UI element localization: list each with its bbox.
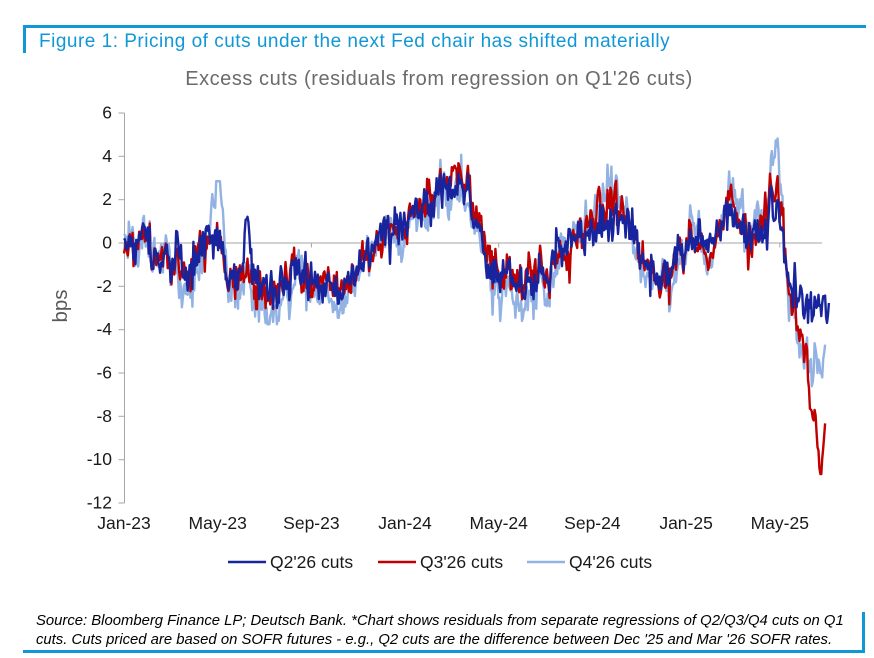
svg-text:Q4'26 cuts: Q4'26 cuts xyxy=(569,552,652,572)
svg-text:-6: -6 xyxy=(96,363,112,383)
svg-text:-10: -10 xyxy=(87,449,113,469)
svg-text:Q2'26 cuts: Q2'26 cuts xyxy=(270,552,353,572)
svg-text:May-24: May-24 xyxy=(470,513,529,533)
svg-text:-2: -2 xyxy=(96,276,112,296)
svg-text:Jan-23: Jan-23 xyxy=(97,513,151,533)
svg-text:6: 6 xyxy=(102,103,112,123)
svg-text:Q3'26 cuts: Q3'26 cuts xyxy=(420,552,503,572)
svg-text:4: 4 xyxy=(102,146,112,166)
svg-text:Jan-25: Jan-25 xyxy=(659,513,713,533)
svg-text:-8: -8 xyxy=(96,406,112,426)
svg-text:Sep-23: Sep-23 xyxy=(283,513,339,533)
svg-text:2: 2 xyxy=(102,189,112,209)
svg-text:Excess cuts (residuals from re: Excess cuts (residuals from regression o… xyxy=(185,68,693,90)
svg-text:0: 0 xyxy=(102,233,112,253)
svg-text:May-23: May-23 xyxy=(189,513,247,533)
svg-text:-12: -12 xyxy=(87,493,112,513)
svg-text:-4: -4 xyxy=(96,319,112,339)
svg-text:bps: bps xyxy=(49,289,72,322)
svg-text:Sep-24: Sep-24 xyxy=(564,513,621,533)
svg-text:May-25: May-25 xyxy=(751,513,809,533)
svg-text:Jan-24: Jan-24 xyxy=(378,513,432,533)
